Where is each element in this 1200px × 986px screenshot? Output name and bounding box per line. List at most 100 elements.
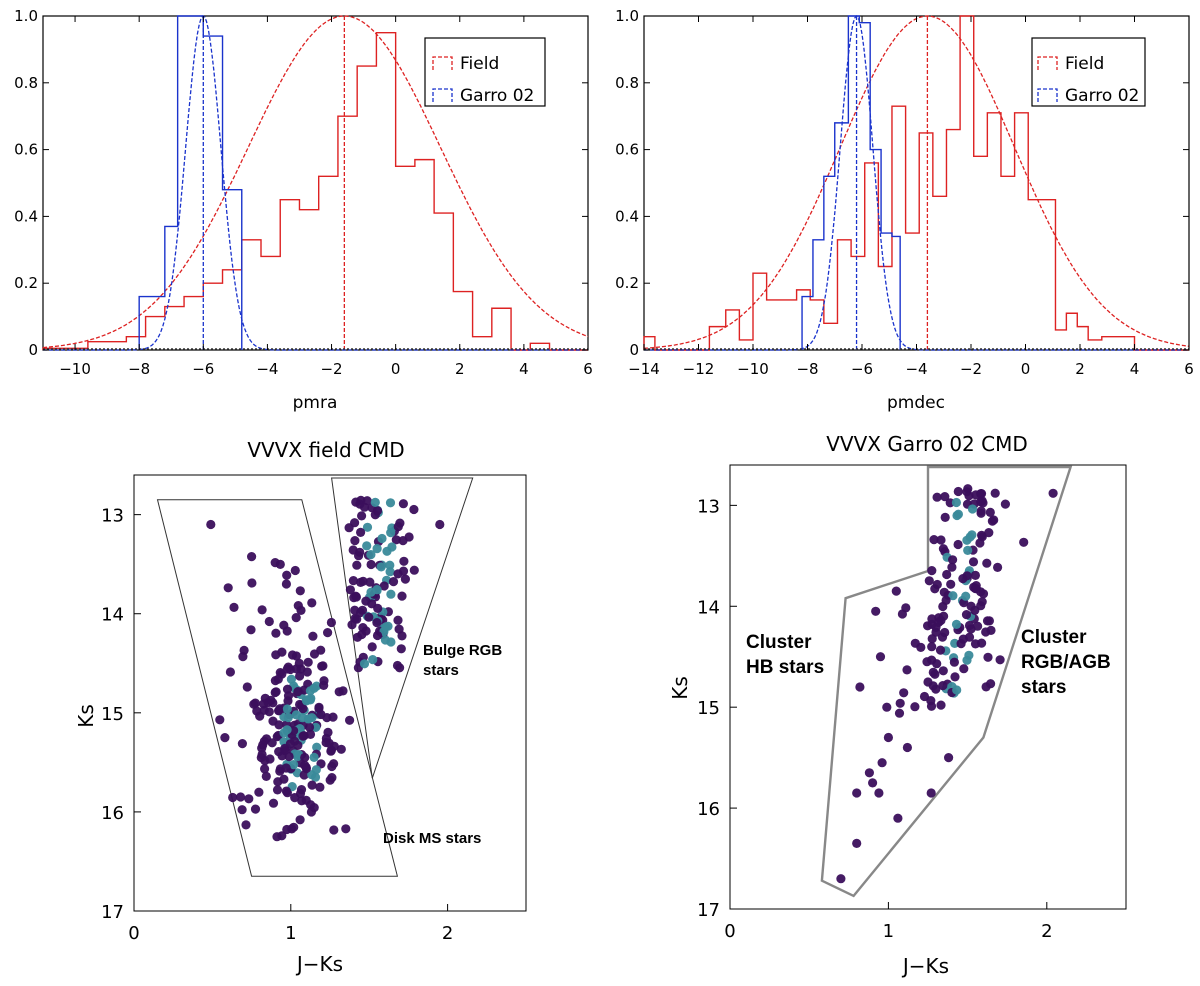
star-point <box>370 497 380 507</box>
star-point <box>352 560 362 570</box>
pmra-y-tick-label: 0.8 <box>14 74 38 92</box>
pmdec-legend-cluster-swatch <box>1037 88 1058 102</box>
star-point <box>293 687 303 697</box>
star-point <box>392 660 403 671</box>
star-point <box>315 782 325 792</box>
star-point <box>386 528 396 538</box>
star-point <box>952 510 962 521</box>
star-point <box>271 687 281 697</box>
cluster_cmd-y-tick-label: 15 <box>697 698 720 719</box>
star-point <box>864 768 875 778</box>
pmdec-x-tick-label: −8 <box>796 360 818 378</box>
star-point <box>289 822 299 832</box>
star-point <box>351 497 361 507</box>
star-point <box>372 630 383 641</box>
star-point <box>947 562 957 572</box>
star-point <box>386 589 396 599</box>
pmra-x-tick-label: −8 <box>128 360 150 378</box>
pmdec-x-tick-label: 0 <box>1021 360 1031 378</box>
star-point <box>268 798 279 808</box>
star-point <box>977 530 987 540</box>
cluster-selection-region <box>820 465 1073 898</box>
star-point <box>304 714 314 724</box>
star-point <box>301 696 312 706</box>
field-cmd-points <box>206 495 445 842</box>
star-point <box>940 512 950 523</box>
field-cmd-bulge-label-line1: Bulge RGB <box>423 642 502 659</box>
star-point <box>261 771 271 782</box>
star-point <box>396 644 406 654</box>
star-point <box>325 775 335 785</box>
pmdec-legend-cluster: Garro 02 <box>1065 86 1139 106</box>
star-point <box>246 625 256 635</box>
star-point <box>949 657 960 667</box>
star-point <box>282 704 292 714</box>
star-point <box>357 605 368 615</box>
star-point <box>932 579 942 590</box>
star-point <box>323 727 333 738</box>
star-point <box>279 620 289 630</box>
star-point <box>938 681 948 691</box>
star-point <box>993 562 1003 573</box>
star-point <box>948 555 958 565</box>
star-point <box>223 583 233 593</box>
pmdec-legend: Field Garro 02 <box>1031 37 1146 107</box>
field_cmd-y-tick-label: 15 <box>101 704 124 725</box>
star-point <box>990 488 1000 498</box>
star-point <box>328 712 338 722</box>
field_cmd-y-tick-label: 14 <box>101 605 124 626</box>
pmra-y-tick-label: 1.0 <box>14 7 38 25</box>
pmdec-x-tick-label: −6 <box>851 360 873 378</box>
star-point <box>871 606 881 616</box>
star-point <box>267 738 277 748</box>
star-point <box>295 815 305 825</box>
star-point <box>250 804 261 814</box>
star-point <box>319 680 329 691</box>
star-point <box>338 686 348 696</box>
star-point <box>301 795 311 805</box>
star-point <box>385 498 396 508</box>
star-point <box>946 579 956 589</box>
star-point <box>291 613 301 623</box>
star-point <box>206 519 216 530</box>
star-point <box>924 576 934 586</box>
star-point <box>409 565 419 575</box>
star-point <box>399 556 409 566</box>
pmra-ticks: −10 −8 −6 −4 −2 0 2 4 6 0 0.2 0.4 0.6 0.8 1.0 <box>14 7 593 378</box>
star-point <box>295 671 305 681</box>
star-point <box>308 631 318 641</box>
star-point <box>951 619 962 630</box>
star-point <box>952 685 962 695</box>
pmra-field-gaussian-fit <box>42 15 589 349</box>
star-point <box>357 511 367 521</box>
star-point <box>290 793 300 803</box>
star-point <box>899 688 909 698</box>
cluster-cmd-rgb-label-line1: Cluster <box>1021 627 1087 648</box>
cluster-cmd-y-axis-label: Ks <box>668 676 692 700</box>
star-point <box>364 612 374 622</box>
star-point <box>393 569 403 579</box>
star-point <box>272 785 283 795</box>
star-point <box>962 571 972 581</box>
pmra-x-tick-label: −6 <box>192 360 214 378</box>
star-point <box>247 578 257 588</box>
star-point <box>366 559 376 570</box>
star-point <box>365 577 375 587</box>
pmdec-histogram: −14 −12 −10 −8 −6 −4 −2 0 2 4 6 0 0.2 0.4 0.6 0.8 1.0 pm… <box>615 7 1194 413</box>
star-point <box>971 581 981 591</box>
star-point <box>283 662 293 672</box>
field-cmd-bulge-label-line2: stars <box>423 662 459 679</box>
star-point <box>970 605 980 616</box>
star-point <box>274 706 284 716</box>
field-cmd-x-axis-label: J−Ks <box>295 952 343 976</box>
star-point <box>400 574 410 584</box>
star-point <box>893 813 903 823</box>
star-point <box>942 569 952 580</box>
star-point <box>953 539 963 550</box>
star-point <box>275 559 285 570</box>
cluster-cmd-x-axis-label: J−Ks <box>901 954 949 978</box>
star-point <box>987 516 998 526</box>
star-point <box>398 499 408 509</box>
